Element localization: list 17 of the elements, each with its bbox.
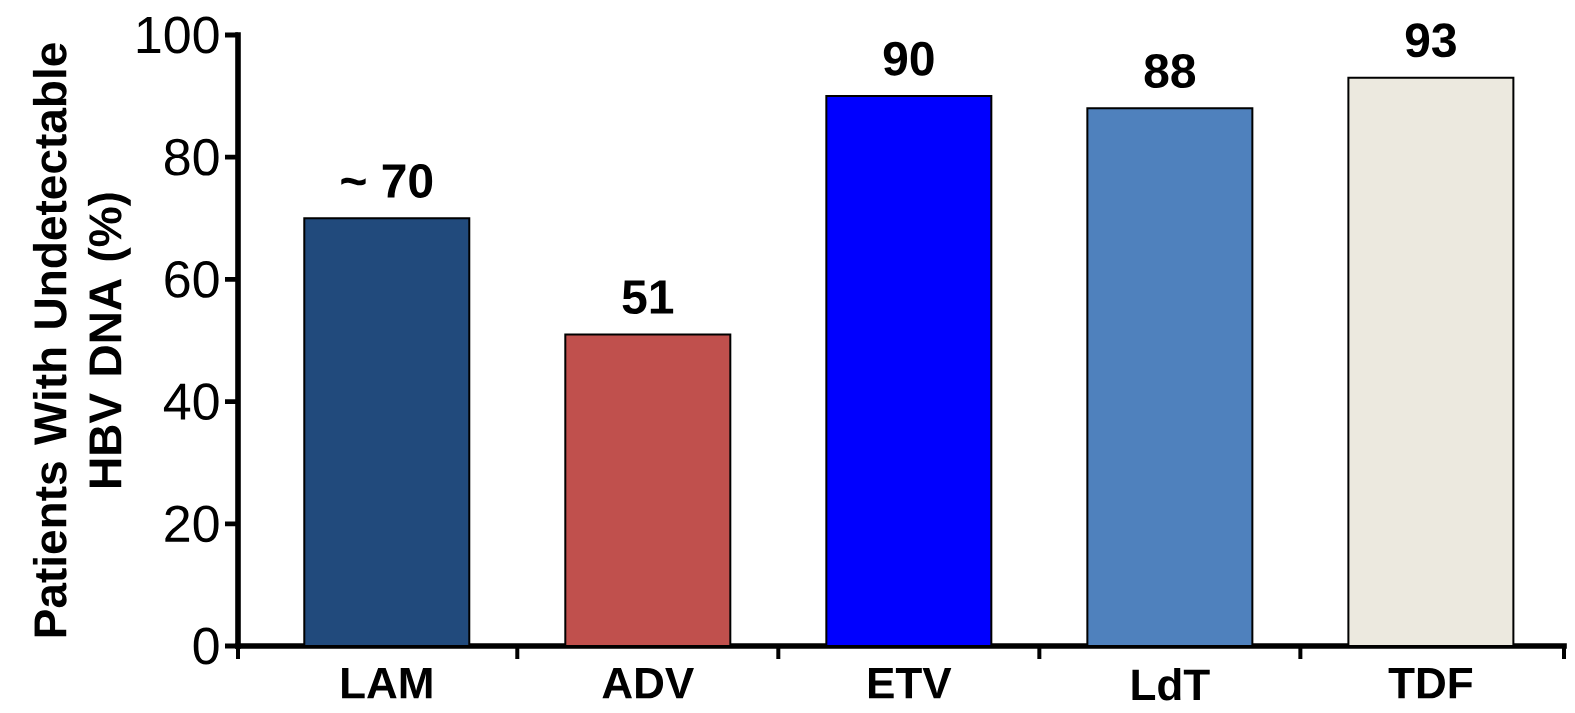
x-tick-label: ETV: [869, 668, 952, 699]
y-tick-label: 20: [165, 505, 219, 543]
data-label: 90: [883, 41, 934, 76]
x-tick-label: ADV: [602, 668, 694, 699]
data-label: 88: [1144, 53, 1196, 88]
x-tick-label: TDF: [1388, 668, 1473, 699]
y-tick-label: 40: [163, 383, 219, 420]
y-tick-label: 100: [137, 16, 219, 54]
x-tick-label: LAM: [342, 668, 432, 699]
y-tick-label: 80: [165, 138, 219, 176]
y-tick-label: 0: [193, 627, 219, 665]
data-label: 51: [622, 280, 674, 314]
y-axis-title: Patients With Undetectable HBV DNA (%): [32, 43, 131, 637]
x-tick-label: LdT: [1132, 668, 1210, 701]
y-tick-label: 60: [165, 260, 219, 298]
data-label: 93: [1405, 23, 1456, 58]
data-label: ~ 70: [341, 163, 433, 198]
